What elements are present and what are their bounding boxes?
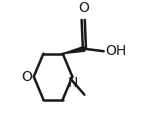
- Text: N: N: [67, 76, 78, 90]
- Text: OH: OH: [105, 44, 127, 58]
- Text: O: O: [22, 70, 33, 84]
- Text: O: O: [78, 1, 89, 15]
- Polygon shape: [63, 46, 85, 54]
